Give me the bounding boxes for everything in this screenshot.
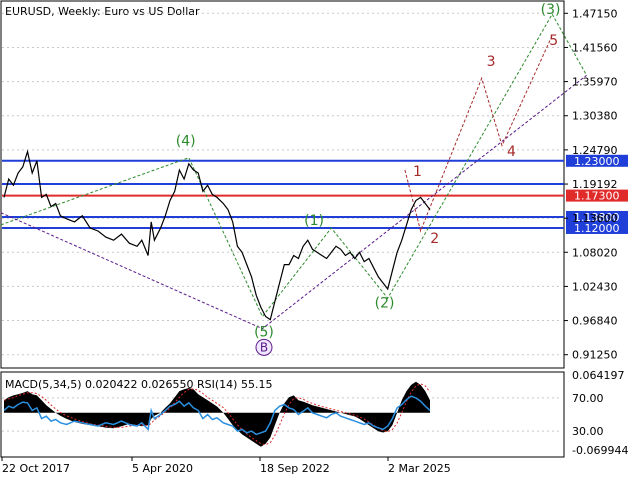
y-tick-label: 1.35970 (572, 76, 618, 89)
level-label: 1.13800 (574, 211, 620, 224)
y-tick-label: 0.91250 (572, 349, 618, 362)
x-tick-label: 5 Apr 2020 (132, 462, 193, 475)
level-label-box (566, 189, 628, 202)
y-tick-label: 1.30380 (572, 110, 618, 123)
y-tick-label: 1.19192 (572, 178, 618, 191)
level-label: 1.23000 (574, 155, 620, 168)
macd-histogram (4, 381, 430, 447)
indicator-tick-label: -0.069944 (572, 444, 628, 457)
indicator-tick-label: 30.00 (572, 425, 604, 438)
y-tick-label: 1.08020 (572, 246, 618, 259)
wave-label: (3) (541, 2, 561, 18)
level-label: 1.17300 (574, 190, 620, 203)
y-tick-label: 1.13600 (572, 212, 618, 225)
wave-label: (1) (304, 213, 324, 229)
indicator-tick-label: 0.064197 (572, 369, 625, 382)
wave-label: (4) (176, 134, 196, 150)
chart-title: EURUSD, Weekly: Euro vs US Dollar (5, 5, 200, 18)
wave-label: 2 (430, 231, 439, 247)
x-tick-label: 18 Sep 2022 (260, 462, 330, 475)
wave-label: (2) (375, 295, 395, 311)
y-tick-label: 0.96840 (572, 315, 618, 328)
level-label-box (566, 154, 628, 167)
x-tick-label: 22 Oct 2017 (2, 462, 70, 475)
level-label-box (566, 210, 628, 223)
wave-label: 3 (487, 54, 496, 70)
y-tick-label: 1.41560 (572, 41, 618, 54)
y-tick-label: 1.24790 (572, 144, 618, 157)
indicator-tick-label: 70.00 (572, 392, 604, 405)
level-label: 1.12000 (574, 222, 620, 235)
wave-label: 5 (549, 33, 558, 49)
indicator-title: MACD(5,34,5) 0.020422 0.026550 RSI(14) 5… (5, 378, 272, 391)
rsi-line (3, 395, 431, 436)
price-line (3, 149, 431, 321)
purple-wave-path (0, 74, 587, 330)
y-tick-label: 1.02430 (572, 280, 618, 293)
macd-signal-line (3, 383, 431, 446)
wave-label: 1 (413, 164, 422, 180)
level-label-box (566, 221, 628, 234)
wave-label-circle (255, 338, 273, 356)
wave-label: 4 (507, 144, 516, 160)
green-wave-path (0, 13, 588, 318)
red-wave-path (404, 35, 553, 233)
wave-label: (5) (254, 325, 274, 341)
x-tick-label: 2 Mar 2025 (388, 462, 451, 475)
y-tick-label: 1.47150 (572, 7, 618, 20)
wave-label: B (260, 340, 268, 354)
